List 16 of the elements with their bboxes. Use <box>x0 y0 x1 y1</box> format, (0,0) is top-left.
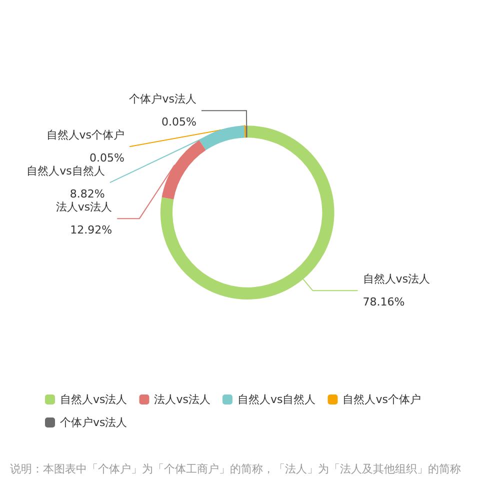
legend-label: 自然人vs个体户 <box>342 393 421 406</box>
data-label: 8.82% <box>70 188 105 201</box>
slice-label: 个体户vs法人 <box>129 92 196 106</box>
slice-label: 自然人vs个体户 <box>46 128 125 142</box>
data-label: 12.92% <box>70 224 112 237</box>
legend-label: 个体户vs法人 <box>60 416 128 429</box>
legend-label: 自然人vs法人 <box>60 393 128 406</box>
data-label: 0.05% <box>90 152 125 165</box>
slice-label: 自然人vs法人 <box>362 272 430 286</box>
legend-label: 自然人vs自然人 <box>237 393 316 406</box>
text: 说明：本图表中「个体户」为「个体工商户」的简称，「法人」为「法人及其他组织」的简称 <box>10 462 461 476</box>
slice-label: 自然人vs自然人 <box>26 164 105 178</box>
legend-label: 法人vs法人 <box>154 393 210 406</box>
data-label: 0.05% <box>162 116 196 129</box>
data-label: 78.16% <box>362 296 405 309</box>
slice-label: 法人vs法人 <box>56 200 112 214</box>
